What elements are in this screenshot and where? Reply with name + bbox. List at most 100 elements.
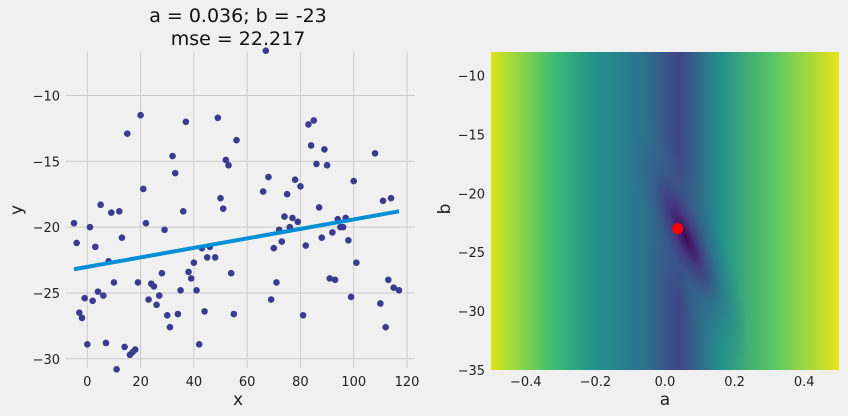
scatter-x-tick-label: 40 <box>186 375 203 390</box>
data-point <box>347 293 355 301</box>
heatmap-y-ticks: −35 −30 −25 −20 −15 −10 <box>458 70 485 379</box>
heatmap-y-tick-label: −35 <box>458 364 485 379</box>
scatter-x-tick-label: 100 <box>341 375 366 390</box>
data-point <box>134 279 142 286</box>
scatter-y-tick-label: −20 <box>33 221 60 236</box>
data-point <box>113 366 120 373</box>
data-point <box>94 288 102 295</box>
heatmap-minimum-valley <box>622 112 749 361</box>
heatmap-x-tick-label: 0.0 <box>655 375 676 390</box>
data-point <box>377 300 384 307</box>
heatmap-x-axis-label: a <box>660 390 670 410</box>
data-point <box>123 130 131 137</box>
scatter-y-ticks: −30 −25 −20 −15 −10 <box>33 89 60 367</box>
data-point <box>153 301 160 309</box>
scatter-x-tick-label: 120 <box>395 375 420 390</box>
data-point <box>350 177 358 185</box>
data-point <box>283 190 291 198</box>
data-point <box>270 244 278 252</box>
heatmap-x-tick-label: −0.4 <box>510 375 542 390</box>
data-point <box>97 201 104 209</box>
heatmap-y-tick-label: −20 <box>458 187 485 202</box>
heatmap-x-ticks: −0.4 −0.2 0.0 0.2 0.4 <box>510 375 815 390</box>
data-point <box>121 343 128 351</box>
data-point <box>70 219 78 227</box>
scatter-x-axis-label: x <box>233 390 243 410</box>
data-point <box>171 169 179 177</box>
data-point <box>291 176 299 184</box>
scatter-y-tick-label: −10 <box>33 89 60 104</box>
current-parameter-marker <box>672 223 684 235</box>
scatter-x-tick-label: 80 <box>292 375 309 390</box>
data-point <box>73 239 80 247</box>
data-point <box>371 150 379 157</box>
heatmap-x-tick-label: 0.4 <box>794 375 815 390</box>
data-point <box>182 118 190 126</box>
data-point <box>158 269 166 277</box>
data-point <box>214 114 222 122</box>
data-point <box>185 268 192 276</box>
data-point <box>166 323 174 331</box>
data-point <box>382 323 389 331</box>
data-point <box>179 208 187 215</box>
scatter-plot-area <box>66 52 415 368</box>
data-point <box>219 205 227 212</box>
data-point <box>289 214 296 222</box>
data-point <box>299 312 307 319</box>
data-point <box>230 310 238 318</box>
scatter-x-tick-label: 20 <box>132 375 149 390</box>
heatmap-y-tick-label: −30 <box>458 305 485 320</box>
heatmap-y-axis-label: b <box>435 204 455 215</box>
data-point <box>201 308 208 315</box>
data-point <box>203 254 211 261</box>
data-point <box>131 346 139 353</box>
data-point <box>310 117 318 124</box>
data-point <box>222 156 230 164</box>
data-point <box>163 312 171 319</box>
data-point <box>305 121 312 128</box>
scatter-grid <box>66 52 415 368</box>
data-point <box>155 292 163 299</box>
data-point <box>265 173 272 181</box>
scatter-y-tick-label: −25 <box>33 287 60 302</box>
data-point <box>313 160 320 168</box>
data-point <box>107 209 115 216</box>
data-point <box>177 287 184 294</box>
data-point <box>137 111 144 119</box>
data-point <box>161 226 168 234</box>
data-point <box>339 223 347 231</box>
data-point <box>190 259 198 266</box>
scatter-y-tick-label: −30 <box>33 353 60 368</box>
data-point <box>225 161 232 169</box>
data-point <box>294 218 302 226</box>
data-point <box>217 194 224 202</box>
data-point <box>281 213 288 220</box>
data-point <box>385 276 392 284</box>
data-point <box>195 341 203 348</box>
data-point <box>321 146 328 153</box>
scatter-subtitle: mse = 22.217 <box>171 28 306 50</box>
data-point <box>76 309 83 317</box>
heatmap-y-tick-label: −10 <box>458 70 485 85</box>
data-point <box>115 208 123 215</box>
scatter-chart: 0 20 40 60 80 100 120 −30 −25 −20 −15 −10 a = 0.03… <box>7 5 419 410</box>
regression-line <box>73 209 400 272</box>
data-point <box>211 254 219 261</box>
scatter-x-tick-label: 0 <box>83 375 91 390</box>
data-point <box>326 275 334 282</box>
heatmap-y-tick-label: −25 <box>458 246 485 261</box>
data-point <box>118 234 126 241</box>
data-point <box>329 229 336 236</box>
data-point <box>278 238 286 245</box>
data-point <box>84 341 91 348</box>
data-point <box>262 47 270 54</box>
data-point <box>390 284 397 291</box>
data-point <box>267 296 275 303</box>
data-point <box>353 259 360 266</box>
data-point <box>273 279 280 286</box>
data-point <box>307 142 315 149</box>
data-point <box>86 223 94 231</box>
data-point <box>139 185 147 193</box>
data-point <box>297 183 304 190</box>
